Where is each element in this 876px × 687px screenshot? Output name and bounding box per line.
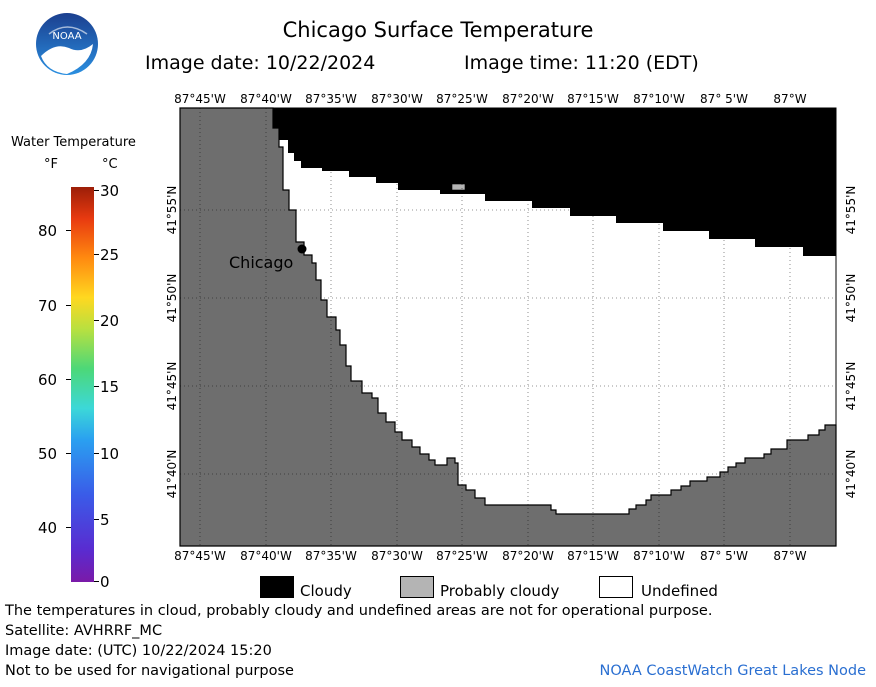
longitude-label-bottom: 87°30'W: [371, 549, 423, 563]
colorbar-f-tick-label: 50: [38, 445, 58, 463]
longitude-label-top: 87°35'W: [305, 92, 357, 106]
colorbar-c-tick-label: 0: [100, 573, 110, 591]
colorbar-c-tick: [94, 320, 99, 321]
longitude-label-top: 87°W: [773, 92, 807, 106]
noaa-logo: NOAA: [36, 13, 98, 75]
legend-swatch-undefined: [599, 576, 633, 598]
longitude-label-bottom: 87° 5'W: [700, 549, 748, 563]
colorbar-f-tick-label: 40: [38, 519, 58, 537]
colorbar-c-tick-label: 25: [100, 246, 120, 264]
latitude-label-left: 41°55'N: [165, 185, 179, 235]
colorbar-c-tick: [94, 581, 99, 582]
cloud-area: [273, 108, 836, 256]
colorbar-c-tick-label: 15: [100, 378, 120, 396]
colorbar-f-tick-label: 60: [38, 371, 58, 389]
latitude-label-right: 41°55'N: [844, 185, 858, 235]
probably-cloudy-patch: [451, 183, 466, 191]
colorbar-c-tick-label: 10: [100, 445, 120, 463]
colorbar-unit-c: °C: [102, 157, 118, 172]
colorbar-c-tick: [94, 453, 99, 454]
colorbar-f-tick: [66, 379, 71, 380]
longitude-label-bottom: 87°W: [773, 549, 807, 563]
longitude-label-top: 87° 5'W: [700, 92, 748, 106]
latitude-label-left: 41°50'N: [165, 273, 179, 323]
city-label-chicago: Chicago: [229, 253, 294, 272]
longitude-label-top: 87°40'W: [240, 92, 292, 106]
image-time: Image time: 11:20 (EDT): [464, 52, 699, 74]
latitude-label-right: 41°50'N: [844, 273, 858, 323]
colorbar-c-tick-label: 30: [100, 182, 120, 200]
satellite-text: Satellite: AVHRRF_MC: [5, 623, 163, 639]
latitude-label-left: 41°45'N: [165, 361, 179, 411]
colorbar-c-tick-label: 5: [100, 511, 110, 529]
colorbar-title: Water Temperature: [11, 135, 136, 150]
longitude-label-bottom: 87°40'W: [240, 549, 292, 563]
longitude-label-bottom: 87°20'W: [502, 549, 554, 563]
legend-swatch-probably-cloudy: [400, 576, 434, 598]
latitude-label-right: 41°40'N: [844, 449, 858, 499]
latitude-label-right: 41°45'N: [844, 361, 858, 411]
logo-text: NOAA: [52, 31, 81, 42]
longitude-label-bottom: 87°15'W: [567, 549, 619, 563]
colorbar-f-tick: [66, 453, 71, 454]
longitude-label-top: 87°10'W: [633, 92, 685, 106]
disclaimer-text: The temperatures in cloud, probably clou…: [5, 603, 713, 619]
utc-date-text: Image date: (UTC) 10/22/2024 15:20: [5, 643, 272, 659]
colorbar-c-tick: [94, 254, 99, 255]
colorbar-unit-f: °F: [44, 157, 58, 172]
legend-label-cloudy: Cloudy: [300, 582, 352, 600]
longitude-label-top: 87°25'W: [436, 92, 488, 106]
legend-label-probably-cloudy: Probably cloudy: [440, 582, 560, 600]
longitude-label-bottom: 87°25'W: [436, 549, 488, 563]
longitude-label-top: 87°15'W: [567, 92, 619, 106]
longitude-label-top: 87°45'W: [174, 92, 226, 106]
colorbar-c-tick: [94, 386, 99, 387]
colorbar-f-tick: [66, 230, 71, 231]
longitude-label-bottom: 87°10'W: [633, 549, 685, 563]
navigation-warning: Not to be used for navigational purpose: [5, 663, 294, 679]
colorbar-c-tick: [94, 519, 99, 520]
chicago-marker: [297, 244, 307, 254]
page-title: Chicago Surface Temperature: [282, 18, 594, 42]
colorbar: [71, 187, 94, 582]
colorbar-f-tick-label: 80: [38, 222, 58, 240]
legend-swatch-cloudy: [260, 576, 294, 598]
longitude-label-top: 87°30'W: [371, 92, 423, 106]
colorbar-c-tick: [94, 190, 99, 191]
longitude-label-top: 87°20'W: [502, 92, 554, 106]
colorbar-f-tick-label: 70: [38, 297, 58, 315]
credit-link[interactable]: NOAA CoastWatch Great Lakes Node: [599, 663, 866, 679]
longitude-label-bottom: 87°35'W: [305, 549, 357, 563]
legend-label-undefined: Undefined: [641, 582, 718, 600]
latitude-label-left: 41°40'N: [165, 449, 179, 499]
colorbar-c-tick-label: 20: [100, 312, 120, 330]
image-date: Image date: 10/22/2024: [145, 52, 376, 74]
land-area: [179, 107, 837, 547]
colorbar-f-tick: [66, 305, 71, 306]
map-frame: [179, 107, 837, 547]
colorbar-f-tick: [66, 527, 71, 528]
longitude-label-bottom: 87°45'W: [174, 549, 226, 563]
